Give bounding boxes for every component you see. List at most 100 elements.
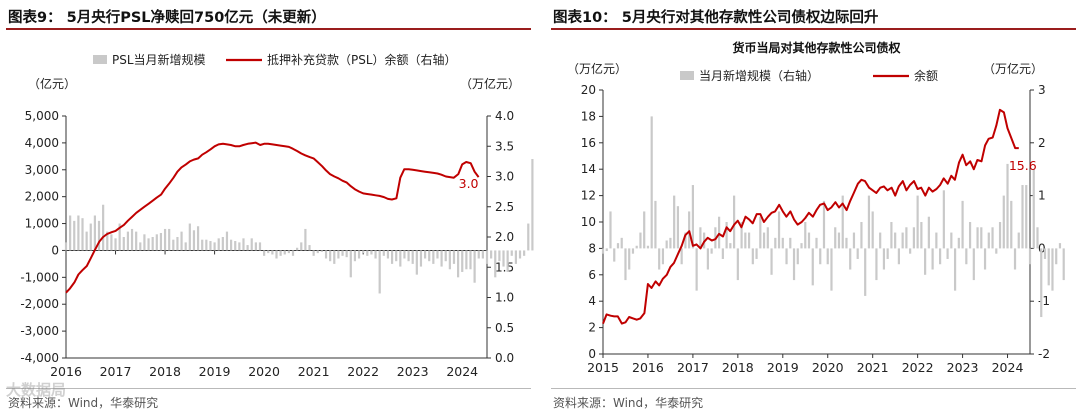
psl-bar <box>613 248 616 262</box>
psl-bar <box>879 232 882 249</box>
psl-bar <box>983 248 987 270</box>
right-axis-tick-label: -1 <box>1038 294 1050 308</box>
psl-bar <box>357 250 361 259</box>
psl-bar <box>605 248 608 252</box>
psl-bar <box>819 248 822 265</box>
right-axis-tick-label: 2.0 <box>495 230 514 244</box>
psl-bar <box>506 250 509 272</box>
psl-bar <box>841 195 844 249</box>
psl-bar <box>461 250 464 272</box>
psl-bar <box>886 248 889 259</box>
psl-bar <box>807 232 811 249</box>
psl-bar <box>254 242 257 251</box>
psl-bar <box>957 237 960 249</box>
psl-bar <box>518 250 522 259</box>
right-axis-tick-label: 1 <box>1038 189 1046 203</box>
psl-bar <box>81 218 84 251</box>
left-axis-tick-label: 16 <box>581 136 596 150</box>
left-source-note: 资料来源：Wind，华泰研究 <box>8 396 159 410</box>
psl-bar <box>188 223 191 251</box>
psl-bar <box>777 211 781 249</box>
psl-bar <box>867 195 871 249</box>
psl-bar <box>324 250 328 259</box>
psl-bar <box>395 250 398 262</box>
left-chart-panel: 图表9： 5月央行PSL净赎回750亿元（未更新） PSL当月新增规模 抵押补充贷… <box>0 0 535 414</box>
psl-bar <box>826 248 829 265</box>
psl-bar <box>845 237 848 249</box>
psl-bar <box>143 234 146 251</box>
x-axis-tick-label: 2021 <box>857 360 889 375</box>
psl-bar <box>774 237 777 249</box>
psl-bar <box>650 116 653 249</box>
psl-bar <box>378 250 381 294</box>
psl-bar <box>905 227 908 249</box>
psl-bar <box>316 250 319 254</box>
psl-bar <box>890 222 893 249</box>
psl-bar <box>980 227 983 249</box>
psl-bar <box>370 250 373 255</box>
left-axis-unit: （亿元） <box>28 76 76 91</box>
psl-bar <box>1062 248 1065 281</box>
psl-bar <box>987 232 990 249</box>
psl-bar <box>920 222 923 249</box>
left-axis-tick-label: 2 <box>588 321 596 335</box>
psl-bar <box>229 239 233 251</box>
psl-bar <box>609 211 612 249</box>
psl-bar <box>267 250 270 254</box>
psl-bar <box>834 227 837 249</box>
psl-bar <box>706 248 709 270</box>
psl-bar <box>1040 248 1043 318</box>
psl-bar <box>1051 248 1054 291</box>
x-axis-tick-label: 2021 <box>298 364 330 379</box>
psl-bar <box>725 222 728 249</box>
psl-bar <box>415 250 418 275</box>
psl-bar <box>122 237 125 251</box>
right-axis-tick-label: 3 <box>1038 83 1046 97</box>
psl-bar <box>747 232 751 249</box>
psl-bar <box>304 228 307 251</box>
psl-bar <box>736 248 739 281</box>
psl-bar <box>77 215 80 251</box>
psl-bar <box>531 159 534 251</box>
psl-bar <box>631 248 635 254</box>
chart-title: 货币当局对其他存款性公司债权 <box>732 40 901 55</box>
right-axis-unit: （万亿元） <box>460 76 520 91</box>
psl-bar <box>118 223 121 251</box>
psl-bar <box>135 231 138 251</box>
psl-bar <box>155 234 158 251</box>
psl-bar <box>624 248 627 281</box>
right-axis-tick-label: 2 <box>1038 136 1046 150</box>
x-axis-tick-label: 2022 <box>347 364 379 379</box>
left-source-rule <box>6 388 531 389</box>
left-axis-tick-label: 4 <box>588 294 596 308</box>
psl-bar <box>341 250 344 256</box>
psl-bar <box>953 248 957 291</box>
psl-bar <box>950 232 953 249</box>
psl-bar <box>490 250 493 259</box>
psl-bar <box>151 237 154 251</box>
right-axis-tick-label: 1.5 <box>495 260 514 274</box>
psl-bar <box>485 250 489 264</box>
psl-bar <box>180 231 183 251</box>
psl-bar <box>64 242 68 251</box>
right-axis-tick-label: 3.0 <box>495 170 514 184</box>
psl-bar <box>781 237 784 249</box>
left-axis-tick-label: 2,000 <box>25 190 59 204</box>
psl-bar <box>366 250 369 256</box>
psl-bar <box>676 206 680 249</box>
psl-bar <box>654 200 657 249</box>
right-axis-tick-label: 4.0 <box>495 109 514 123</box>
left-axis-tick-label: 8 <box>588 241 596 255</box>
watermark-text: 大数据局 <box>6 381 67 399</box>
psl-bar <box>390 250 394 264</box>
psl-bar <box>661 248 665 265</box>
psl-bar <box>329 250 332 262</box>
psl-bar <box>646 245 650 249</box>
x-axis-tick-label: 2018 <box>149 364 181 379</box>
psl-bar <box>792 248 796 281</box>
x-axis-tick-label: 2017 <box>100 364 132 379</box>
left-axis-tick-label: 10 <box>581 215 596 229</box>
balance-line <box>65 141 480 294</box>
x-axis-tick-label: 2017 <box>677 360 709 375</box>
psl-bar <box>1002 195 1005 249</box>
